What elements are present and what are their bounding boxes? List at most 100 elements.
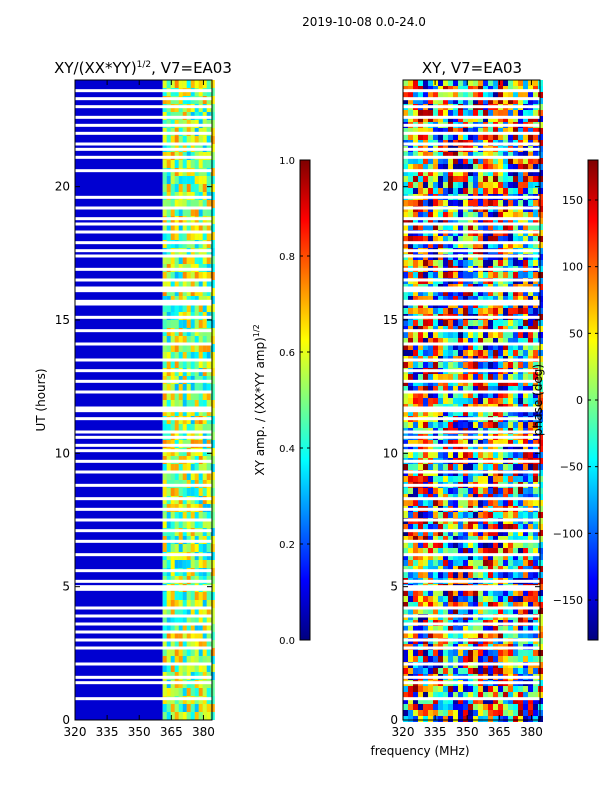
- phase-cell: [528, 170, 533, 176]
- phase-cell: [403, 626, 408, 632]
- amplitude-cell: [174, 320, 179, 328]
- amplitude-cell: [162, 360, 167, 368]
- phase-gap-row: [403, 278, 540, 282]
- amplitude-cell: [202, 520, 207, 528]
- phase-gap-row: [403, 222, 540, 226]
- amplitude-cell: [210, 424, 215, 432]
- phase-cell: [498, 686, 503, 692]
- phase-cell: [408, 362, 413, 368]
- phase-cell: [523, 668, 528, 674]
- phase-cell: [458, 608, 463, 614]
- amplitude-cell: [186, 424, 191, 432]
- amplitude-cell: [166, 712, 171, 720]
- phase-cell: [518, 134, 523, 140]
- phase-cell: [463, 554, 468, 560]
- phase-cell: [493, 224, 498, 230]
- phase-cell: [443, 374, 448, 380]
- phase-cell: [523, 524, 528, 530]
- phase-cell: [438, 626, 443, 632]
- phase-cell: [478, 704, 483, 710]
- phase-cell: [408, 572, 413, 578]
- phase-cell: [403, 542, 408, 548]
- phase-cell: [443, 710, 448, 716]
- phase-cell: [433, 188, 438, 194]
- phase-cell: [533, 128, 538, 134]
- phase-cell: [463, 200, 468, 206]
- amplitude-cell: [170, 704, 175, 712]
- phase-cell: [448, 344, 453, 350]
- amplitude-cell: [174, 136, 179, 144]
- phase-cell: [528, 338, 533, 344]
- phase-cell: [423, 476, 428, 482]
- phase-cell: [428, 92, 433, 98]
- phase-cell: [453, 128, 458, 134]
- phase-cell: [443, 464, 448, 470]
- phase-cell: [483, 422, 488, 428]
- phase-cell: [463, 296, 468, 302]
- amplitude-cell: [210, 168, 215, 176]
- phase-cell: [483, 380, 488, 386]
- phase-cell: [493, 80, 498, 86]
- amplitude-cell: [210, 432, 215, 440]
- phase-cell: [428, 464, 433, 470]
- phase-cell: [428, 350, 433, 356]
- phase-cell: [413, 320, 418, 326]
- phase-cell: [473, 626, 478, 632]
- amplitude-cell: [182, 160, 187, 168]
- amplitude-cell: [190, 320, 195, 328]
- phase-cell: [443, 110, 448, 116]
- amplitude-cell: [178, 176, 183, 184]
- amplitude-cell: [210, 672, 215, 680]
- amplitude-cell: [162, 184, 167, 192]
- phase-cell: [438, 212, 443, 218]
- amplitude-cell: [170, 272, 175, 280]
- phase-cell: [473, 590, 478, 596]
- phase-cell: [458, 398, 463, 404]
- amplitude-gap-row: [75, 507, 212, 511]
- amplitude-cell: [194, 160, 199, 168]
- phase-cell: [493, 350, 498, 356]
- amplitude-cell: [182, 472, 187, 480]
- phase-cell: [448, 176, 453, 182]
- amplitude-cell: [206, 464, 211, 472]
- phase-cell: [528, 536, 533, 542]
- phase-cell: [503, 596, 508, 602]
- phase-cell: [438, 590, 443, 596]
- amplitude-cell: [198, 184, 203, 192]
- phase-cell: [403, 116, 408, 122]
- phase-cell: [513, 440, 518, 446]
- phase-cell: [473, 344, 478, 350]
- amplitude-gap-row: [75, 585, 212, 589]
- amplitude-cell: [174, 224, 179, 232]
- amplitude-cell: [162, 648, 167, 656]
- phase-cell: [488, 452, 493, 458]
- phase-cell: [493, 698, 498, 704]
- phase-cell: [408, 650, 413, 656]
- amplitude-cell: [170, 344, 175, 352]
- phase-cell: [453, 602, 458, 608]
- amplitude-cell: [206, 472, 211, 480]
- phase-cell: [453, 530, 458, 536]
- x-tick-label: 350: [456, 725, 479, 739]
- phase-cell: [518, 188, 523, 194]
- phase-cell: [488, 92, 493, 98]
- phase-cell: [418, 392, 423, 398]
- phase-cell: [508, 392, 513, 398]
- phase-cell: [498, 632, 503, 638]
- phase-cell: [463, 512, 468, 518]
- phase-cell: [528, 332, 533, 338]
- phase-cell: [523, 596, 528, 602]
- phase-cell: [448, 632, 453, 638]
- phase-cell: [473, 602, 478, 608]
- phase-cell: [518, 410, 523, 416]
- phase-cell: [463, 338, 468, 344]
- phase-cell: [498, 110, 503, 116]
- phase-cell: [518, 650, 523, 656]
- phase-cell: [483, 500, 488, 506]
- phase-cell: [448, 542, 453, 548]
- phase-cell: [428, 242, 433, 248]
- amplitude-gap-row: [75, 638, 212, 642]
- amplitude-cell: [194, 304, 199, 312]
- phase-gap-row: [403, 443, 540, 447]
- amplitude-cell: [174, 256, 179, 264]
